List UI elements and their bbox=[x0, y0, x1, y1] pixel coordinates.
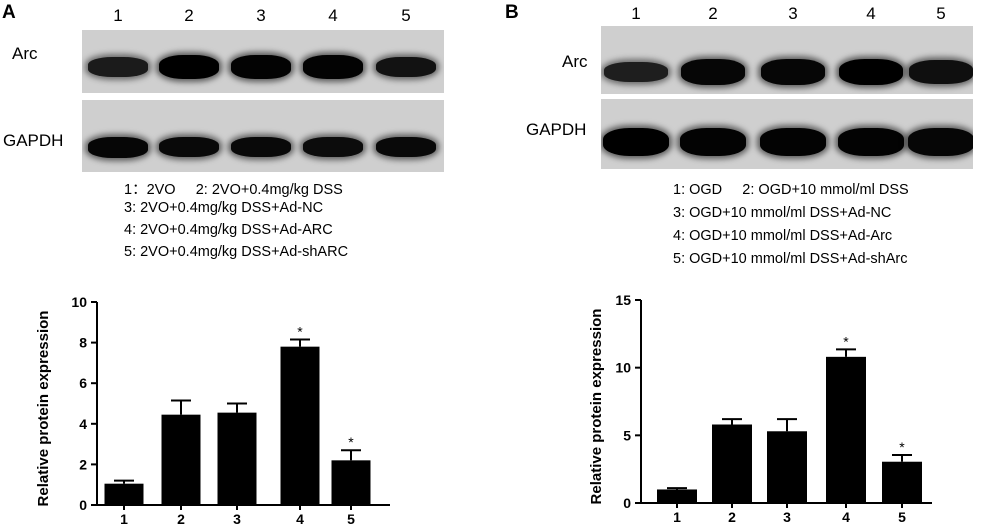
legend-line: 3: 2VO+0.4mg/kg DSS+Ad-NC bbox=[124, 200, 324, 216]
bar bbox=[767, 431, 807, 503]
blot-band bbox=[376, 56, 436, 78]
blot-band bbox=[761, 59, 825, 85]
lane-number: 1 bbox=[113, 6, 123, 25]
lane-number: 5 bbox=[936, 4, 946, 23]
blot-band bbox=[681, 59, 745, 85]
significance-marker: * bbox=[899, 439, 905, 455]
panel-letter: A bbox=[2, 2, 16, 23]
x-tick-label: 1 bbox=[673, 509, 681, 525]
blot-band bbox=[604, 61, 668, 83]
significance-marker: * bbox=[843, 333, 849, 349]
blot-band bbox=[88, 136, 148, 158]
y-tick-label: 4 bbox=[79, 416, 87, 432]
bar bbox=[882, 461, 922, 503]
x-tick-label: 5 bbox=[347, 511, 355, 527]
y-axis-label: Relative protein expression bbox=[35, 311, 52, 507]
western-blot-arc bbox=[82, 30, 444, 93]
bar bbox=[657, 489, 697, 503]
x-tick-label: 2 bbox=[177, 511, 185, 527]
legend-line: 5: 2VO+0.4mg/kg DSS+Ad-shARC bbox=[124, 244, 349, 260]
blot-band bbox=[909, 60, 973, 84]
panel-letter: B bbox=[505, 2, 519, 23]
bar-chart-b: 0 5 10 15 Relative protein expression 1 2 3 * 4 * 5 bbox=[588, 292, 932, 525]
y-tick-label: 8 bbox=[79, 335, 87, 351]
bar bbox=[217, 412, 257, 505]
x-tick-label: 4 bbox=[296, 511, 304, 527]
lane-number: 1 bbox=[631, 4, 641, 23]
bar bbox=[104, 483, 144, 505]
x-tick-label: 3 bbox=[233, 511, 241, 527]
blot-band bbox=[839, 58, 903, 86]
blot-band bbox=[231, 136, 291, 158]
y-tick-label: 0 bbox=[623, 495, 631, 511]
western-blot-gapdh bbox=[82, 100, 444, 172]
y-tick-label: 6 bbox=[79, 375, 87, 391]
blot-band bbox=[159, 136, 219, 158]
blot-band bbox=[303, 55, 363, 79]
bar bbox=[331, 460, 371, 505]
blot-band bbox=[88, 57, 148, 77]
blot-band bbox=[838, 128, 904, 156]
western-blot-gapdh bbox=[601, 99, 973, 169]
blot-band bbox=[376, 136, 436, 158]
blot-label-arc: Arc bbox=[12, 44, 38, 63]
y-tick-label: 0 bbox=[79, 497, 87, 513]
significance-marker: * bbox=[297, 324, 303, 340]
legend-line: 1: OGD 2: OGD+10 mmol/ml DSS bbox=[673, 182, 909, 198]
y-tick-label: 10 bbox=[615, 360, 631, 376]
bar bbox=[280, 346, 320, 505]
y-axis-label: Relative protein expression bbox=[588, 309, 605, 505]
western-blot-arc bbox=[601, 26, 973, 94]
blot-label-arc: Arc bbox=[562, 52, 588, 71]
legend-line: 1：2VO 2: 2VO+0.4mg/kg DSS bbox=[124, 182, 343, 198]
bar-chart-a: 0 2 4 6 8 10 Relative protein expression 1 2 3 * 4 *… bbox=[35, 294, 390, 527]
y-tick-label: 2 bbox=[79, 456, 87, 472]
lane-number: 3 bbox=[788, 4, 798, 23]
blot-band bbox=[603, 127, 669, 157]
blot-label-gapdh: GAPDH bbox=[526, 120, 587, 139]
x-tick-label: 5 bbox=[898, 509, 906, 525]
legend-line: 3: OGD+10 mmol/ml DSS+Ad-NC bbox=[673, 205, 892, 221]
bar bbox=[712, 424, 752, 503]
bar bbox=[161, 414, 201, 505]
blot-label-gapdh: GAPDH bbox=[3, 131, 64, 150]
x-tick-label: 2 bbox=[728, 509, 736, 525]
blot-band bbox=[159, 54, 219, 80]
blot-band bbox=[303, 137, 363, 157]
y-tick-label: 10 bbox=[71, 294, 87, 310]
lane-number: 5 bbox=[401, 6, 411, 25]
blot-band bbox=[760, 128, 826, 156]
x-tick-label: 1 bbox=[120, 511, 128, 527]
significance-marker: * bbox=[348, 434, 354, 450]
blot-band bbox=[231, 55, 291, 79]
legend-line: 4: 2VO+0.4mg/kg DSS+Ad-ARC bbox=[124, 222, 333, 238]
panel-a: A 1 2 3 4 5 Arc GAPDH 1：2VO 2: 2VO+0.4mg… bbox=[2, 2, 444, 527]
bar bbox=[826, 356, 866, 503]
y-tick-label: 5 bbox=[623, 427, 631, 443]
lane-number: 2 bbox=[184, 6, 194, 25]
y-tick-label: 15 bbox=[615, 292, 631, 308]
blot-band bbox=[908, 128, 973, 156]
panel-b: B 1 2 3 4 5 Arc GAPDH 1: OGD 2: OGD+10 m… bbox=[500, 0, 1000, 527]
legend-line: 4: OGD+10 mmol/ml DSS+Ad-Arc bbox=[673, 228, 893, 244]
lane-number: 3 bbox=[256, 6, 266, 25]
lane-number: 2 bbox=[708, 4, 718, 23]
x-tick-label: 3 bbox=[783, 509, 791, 525]
lane-number: 4 bbox=[866, 4, 876, 23]
legend-line: 5: OGD+10 mmol/ml DSS+Ad-shArc bbox=[673, 251, 908, 267]
x-tick-label: 4 bbox=[842, 509, 850, 525]
lane-number: 4 bbox=[328, 6, 338, 25]
blot-band bbox=[680, 128, 746, 156]
